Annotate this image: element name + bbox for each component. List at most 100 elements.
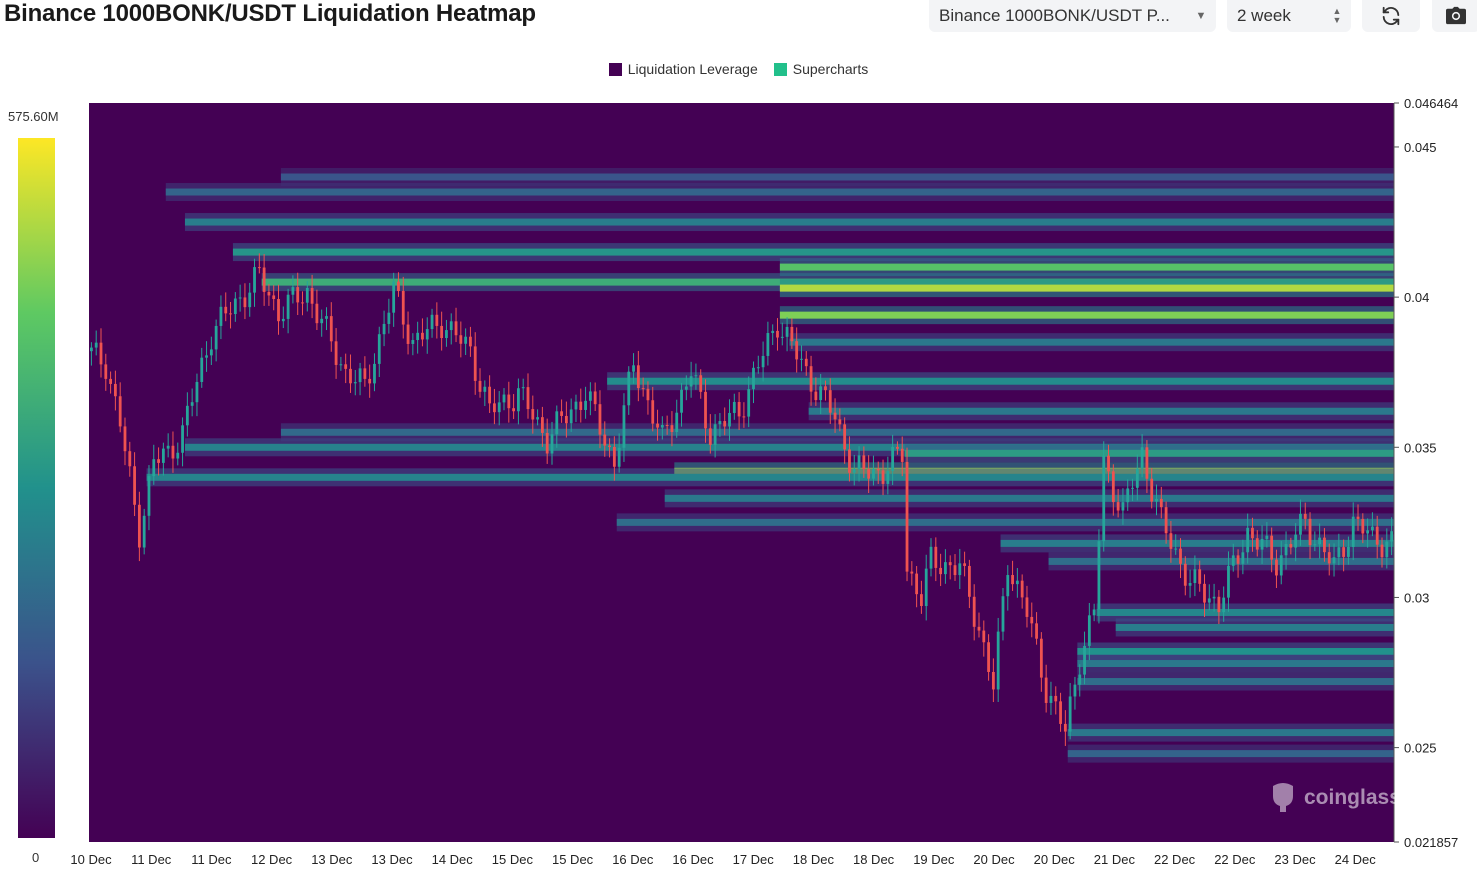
candle-body [1073,684,1077,697]
y-tick-label: 0.04 [1404,290,1429,305]
candle-body [684,386,688,390]
time-range-select[interactable]: 2 week ▲ ▼ [1227,0,1351,32]
candle-body [368,378,372,384]
liquidation-band [904,449,1394,457]
candle-body [680,389,683,413]
candle-body [1308,518,1312,546]
x-tick-label: 22 Dec [1214,852,1256,867]
legend-item-supercharts[interactable]: Supercharts [773,61,868,77]
candle-body [862,455,866,470]
candle-body [483,386,487,392]
candle-body [584,400,587,410]
screenshot-button[interactable] [1432,0,1477,32]
liquidation-band [1096,608,1394,616]
candle-body [200,357,204,382]
candle-body [1366,530,1370,534]
candle-body [262,267,266,292]
candle-body [161,448,165,463]
candle-body [1337,547,1341,558]
x-tick-label: 20 Dec [1034,852,1076,867]
symbol-select-value: Binance 1000BONK/USDT P... [939,6,1170,25]
camera-icon [1446,6,1466,25]
candle-body [857,455,861,469]
candle-body [517,388,520,412]
candle-body [1059,701,1062,724]
candle-body [1131,487,1134,489]
candle-body [1111,471,1115,503]
candle-body [752,367,755,390]
candle-body [363,368,367,379]
x-axis: 10 Dec 11 Dec 11 Dec 12 Dec 13 Dec 13 Dec 14 D… [70,852,1376,867]
x-tick-label: 18 Dec [793,852,835,867]
candle-body [224,306,228,314]
candle-body [1140,447,1144,469]
candle-body [157,459,160,463]
candle-body [934,546,938,568]
refresh-button[interactable] [1362,0,1420,32]
candle-body [675,412,679,432]
candle-body [1203,583,1206,603]
candle-body [824,386,827,391]
candle-body [833,412,837,420]
candle-body [195,381,199,403]
legend-swatch [773,62,787,76]
y-tick-label: 0.045 [1404,140,1437,155]
candle-body [281,318,285,322]
candle-body [1255,538,1259,550]
candle-body [881,470,885,484]
candle-body [1006,575,1010,597]
candle-body [896,446,899,449]
candle-body [1313,544,1317,546]
candle-body [1303,513,1307,519]
candle-body [1054,695,1058,702]
candle-body [972,596,976,627]
candle-body [1299,513,1302,535]
candle-body [267,291,271,296]
candle-body [1169,533,1173,549]
candle-body [176,452,180,459]
legend-item-liquidation-leverage[interactable]: Liquidation Leverage [608,61,758,77]
candle-body [579,401,583,410]
candle-body [1231,555,1235,566]
candle-body [646,388,650,401]
candle-body [181,425,184,453]
candle-body [425,329,429,340]
candle-body [843,424,847,450]
candle-body [737,401,741,417]
x-tick-label: 16 Dec [672,852,714,867]
candle-body [828,390,832,413]
candle-body [785,326,789,337]
candle-body [632,365,635,372]
candle-body [469,336,472,347]
candle-body [214,325,218,350]
candle-body [329,316,333,342]
symbol-select[interactable]: Binance 1000BONK/USDT P... ▼ [929,0,1216,32]
candle-body [118,396,122,427]
candle-body [502,394,506,403]
candle-body [1174,548,1178,550]
candle-body [929,546,933,569]
candle-body [1361,518,1365,534]
candle-body [761,355,765,368]
x-tick-label: 15 Dec [552,852,594,867]
candle-body [440,325,444,339]
candle-body [872,468,875,479]
liquidation-band [779,311,1394,319]
x-tick-label: 24 Dec [1335,852,1377,867]
legend-label: Liquidation Leverage [627,61,758,77]
candle-body [1327,552,1331,564]
chart-legend: Liquidation Leverage Supercharts [0,61,1477,77]
candle-body [617,447,621,467]
candle-body [272,295,276,300]
candle-body [1020,580,1024,598]
candle-body [708,428,712,445]
candle-body [1044,677,1048,703]
candle-body [1025,597,1029,617]
candle-body [411,340,415,344]
liquidation-band [184,443,1394,451]
y-tick-label: 0.035 [1404,440,1437,455]
candle-body [1097,541,1101,610]
candle-body [373,363,376,384]
candle-body [924,568,928,607]
